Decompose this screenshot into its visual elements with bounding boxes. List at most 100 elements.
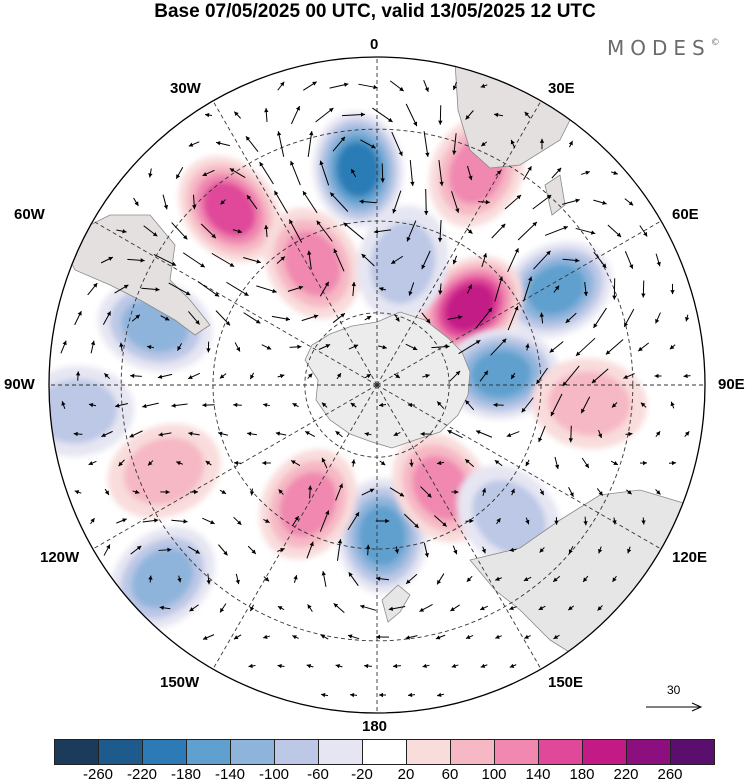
wind-vector [351, 281, 356, 297]
wind-vector [407, 402, 416, 408]
wind-vector [291, 515, 300, 527]
wind-vector [523, 165, 532, 181]
wind-vector [670, 283, 675, 295]
wind-vector [248, 663, 256, 669]
wind-vector [466, 228, 473, 234]
wind-vector [394, 314, 400, 322]
wind-vector [610, 460, 619, 466]
lat-lon-grid [49, 57, 705, 713]
wind-vector [171, 519, 188, 524]
wind-vector [495, 576, 502, 581]
wind-vector [276, 131, 285, 157]
wind-vector [504, 194, 522, 210]
wind-vector [333, 603, 345, 613]
wind-vector [188, 311, 200, 325]
wind-vector [562, 198, 580, 205]
wind-vector [389, 487, 405, 497]
wind-vector [466, 165, 473, 181]
wind-vector [493, 112, 504, 118]
wind-vector [302, 190, 318, 214]
wind-vector [596, 488, 604, 496]
wind-vector [233, 634, 242, 640]
wind-vector [451, 489, 459, 495]
wind-vector [405, 103, 418, 127]
wind-vector [539, 312, 545, 324]
wind-vector [171, 222, 188, 240]
wind-vector [290, 460, 301, 466]
colorbar-swatch [98, 740, 142, 764]
wind-vector [364, 315, 372, 321]
wind-vector [182, 252, 206, 268]
meridian-line [376, 384, 542, 670]
wind-vector [452, 255, 458, 265]
wind-vector [275, 431, 287, 436]
wind-vector [436, 692, 445, 698]
wind-vector [380, 163, 385, 183]
wind-vector [202, 402, 215, 408]
wind-vector [216, 141, 230, 147]
wind-vector [378, 287, 387, 292]
meridian-line [92, 384, 378, 550]
wind-vector [343, 222, 364, 240]
wind-vector [359, 604, 377, 611]
wind-vector [612, 575, 617, 583]
wind-vector [365, 544, 371, 556]
wind-vector [550, 393, 563, 417]
wind-vector [409, 160, 415, 186]
wind-vector [654, 373, 662, 379]
wind-vector [436, 401, 445, 409]
wind-vector [335, 663, 343, 669]
wind-vector [333, 248, 345, 272]
wind-vector [132, 489, 140, 494]
wind-vector [349, 692, 358, 698]
wind-vector [202, 517, 215, 525]
wind-vector [321, 402, 328, 408]
wind-vector [146, 344, 155, 350]
wind-vector [597, 605, 603, 611]
wind-vector [466, 575, 473, 583]
wind-vector [75, 371, 81, 381]
wind-vector [348, 344, 359, 350]
wind-vector [143, 225, 158, 237]
wind-vector [458, 339, 481, 355]
wind-vector [524, 111, 531, 119]
wind-vector [525, 517, 530, 525]
wind-vector [204, 112, 213, 118]
wind-vector [393, 373, 401, 379]
wind-vector [438, 105, 443, 125]
wind-vector [90, 340, 96, 354]
wind-vector [405, 635, 418, 640]
wind-vector [158, 547, 172, 553]
wind-vector [292, 635, 299, 640]
wind-vector [391, 131, 403, 157]
wind-vector [390, 255, 404, 265]
wind-vector [562, 365, 580, 387]
new-zealand-landmass [381, 584, 411, 623]
chart-title: Base 07/05/2025 00 UTC, valid 13/05/2025… [154, 1, 596, 22]
wind-vector [611, 402, 618, 408]
colorbar-tick-label: -100 [258, 766, 290, 783]
wind-vector [475, 307, 493, 329]
wind-vector [389, 80, 405, 92]
wind-vector [507, 247, 519, 273]
reference-vector-arrow [646, 702, 703, 712]
wind-vector [436, 573, 445, 585]
lon-label-150e: 150E [548, 674, 584, 691]
wind-vector [233, 402, 242, 408]
wind-vector [655, 312, 661, 324]
wind-vector [624, 198, 634, 206]
wind-vector [373, 229, 392, 234]
wind-vector [320, 692, 329, 698]
wind-vector [247, 431, 257, 437]
wind-vector [307, 485, 313, 499]
wind-vector [423, 542, 429, 558]
wind-vector [625, 431, 633, 437]
wind-vector [329, 192, 349, 212]
wind-vector [88, 402, 97, 408]
wind-vector [403, 513, 420, 529]
wind-vector [624, 250, 634, 270]
wind-vector [60, 340, 67, 354]
wind-vector [277, 547, 285, 553]
wind-vector [494, 276, 504, 302]
wind-vector [73, 431, 83, 437]
